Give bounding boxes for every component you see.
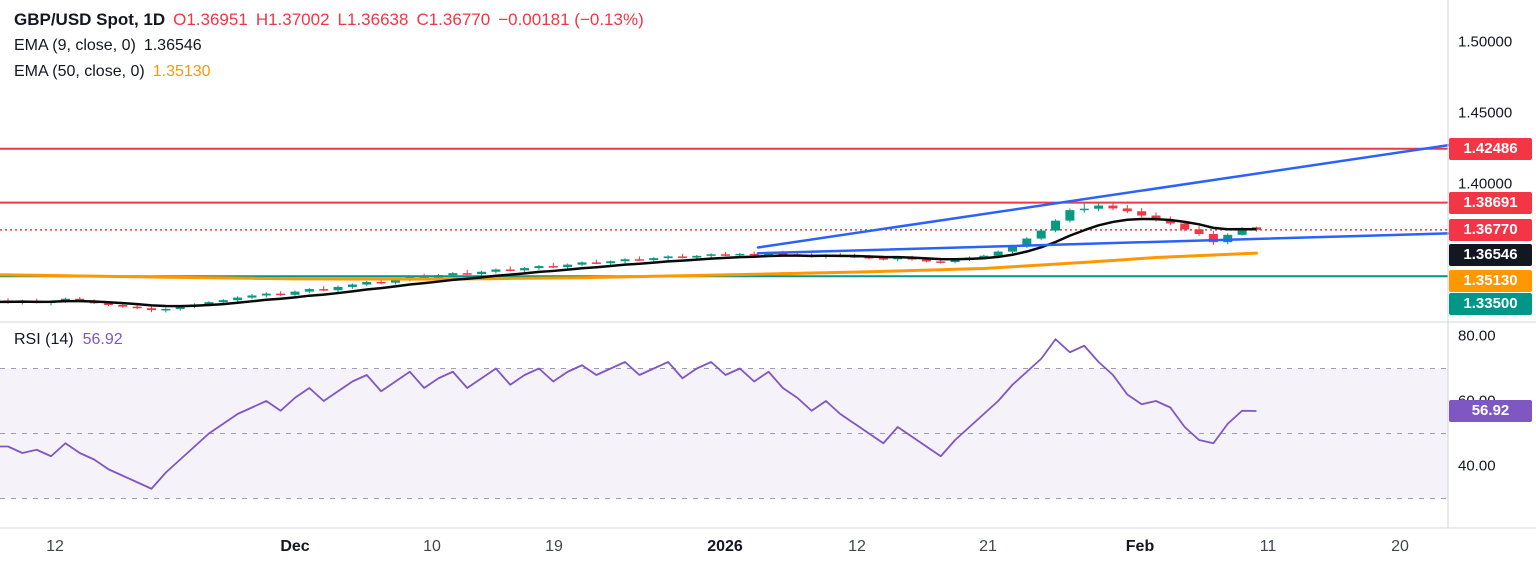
time-label: 10 [423,538,441,555]
time-label: 20 [1391,538,1409,555]
price-tick-label: 1.40000 [1458,175,1513,193]
time-label: 12 [46,538,64,555]
time-label: 12 [848,538,866,555]
time-axis[interactable]: 12 Dec 10 19 2026 12 21 Feb 11 20 [0,528,1536,564]
time-label: 21 [979,538,997,555]
ema9-label: EMA (9, close, 0) [14,37,136,54]
ohlc-low: L1.36638 [337,10,409,29]
time-label: 2026 [707,538,743,555]
price-badge: 1.36546 [1449,244,1532,266]
price-badge: 1.33500 [1449,293,1532,315]
ema50-legend-row[interactable]: EMA (50, close, 0) 1.35130 [14,62,644,82]
symbol-title: GBP/USD Spot, 1D [14,10,166,29]
rsi-badge: 56.92 [1449,400,1532,422]
time-label: 19 [545,538,563,555]
price-axis[interactable]: 1.50000 1.45000 1.40000 1.42486 1.38691 1.367… [1448,0,1536,528]
ohlc-close: C1.36770 [416,10,491,29]
change-value: −0.00181 (−0.13%) [498,10,644,29]
rsi-tick-label: 80.00 [1458,327,1496,345]
legend: GBP/USD Spot, 1D O1.36951 H1.37002 L1.36… [14,10,644,82]
rsi-legend-row[interactable]: RSI (14) 56.92 [14,331,123,349]
ohlc-open: O1.36951 [173,10,248,29]
time-label: Dec [280,538,310,555]
ema9-value: 1.36546 [143,37,202,54]
rsi-tick-label: 40.00 [1458,457,1496,475]
price-badge: 1.38691 [1449,192,1532,214]
price-badge: 1.35130 [1449,270,1532,292]
rsi-value: 56.92 [82,331,123,348]
ohlc-high: H1.37002 [255,10,330,29]
price-tick-label: 1.50000 [1458,33,1513,51]
price-tick-label: 1.45000 [1458,104,1513,122]
ema50-value: 1.35130 [152,63,211,80]
time-label: 11 [1259,538,1277,555]
symbol-legend-row[interactable]: GBP/USD Spot, 1D O1.36951 H1.37002 L1.36… [14,10,644,30]
price-badge: 1.42486 [1449,138,1532,160]
ema50-label: EMA (50, close, 0) [14,63,145,80]
ema9-legend-row[interactable]: EMA (9, close, 0) 1.36546 [14,36,644,56]
time-label: Feb [1125,538,1155,555]
rsi-label: RSI (14) [14,331,74,348]
price-badge: 1.36770 [1449,219,1532,241]
